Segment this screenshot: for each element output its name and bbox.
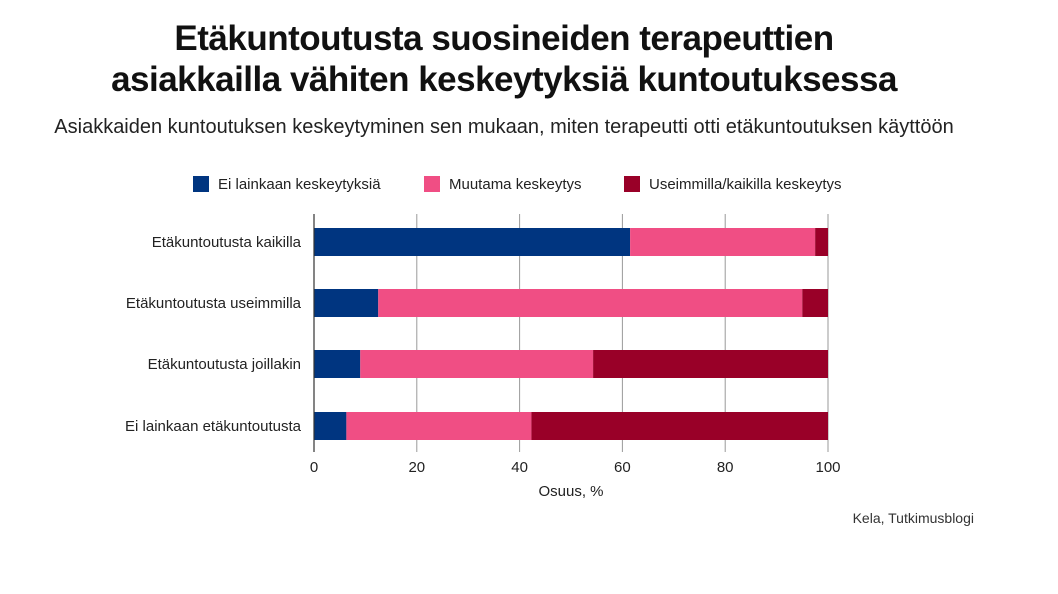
bar-segment xyxy=(314,228,631,256)
legend-swatch xyxy=(624,176,640,192)
x-tick-label: 60 xyxy=(614,459,631,476)
bar-segment xyxy=(314,412,347,440)
bar-segment xyxy=(314,350,361,378)
x-tick-label: 100 xyxy=(815,459,840,476)
bar-segment xyxy=(378,289,803,317)
bar-segment xyxy=(593,350,828,378)
x-tick-label: 40 xyxy=(511,459,528,476)
legend-item-muutama-keskeytys: Muutama keskeytys xyxy=(424,174,582,194)
legend-swatch xyxy=(424,176,440,192)
x-axis-label: Osuus, % xyxy=(538,483,603,500)
legend-label: Useimmilla/kaikilla keskeytys xyxy=(649,175,842,193)
legend-item-ei-keskeytyksia: Ei lainkaan keskeytyksiä xyxy=(193,174,381,194)
chart-subtitle: Asiakkaiden kuntoutuksen keskeytyminen s… xyxy=(54,116,954,138)
bar-segment xyxy=(360,350,594,378)
bar-segment xyxy=(314,289,379,317)
bar-segment xyxy=(531,412,828,440)
source-note: Kela, Tutkimusblogi xyxy=(852,510,974,526)
legend-swatch xyxy=(193,176,209,192)
legend-item-useimmilla-keskeytys: Useimmilla/kaikilla keskeytys xyxy=(624,174,842,194)
bar-segment xyxy=(815,228,828,256)
chart-title: Etäkuntoutusta suosineiden terapeuttien … xyxy=(0,18,1008,100)
category-label: Etäkuntoutusta kaikilla xyxy=(152,234,302,251)
bar-segment xyxy=(346,412,532,440)
category-label: Etäkuntoutusta joillakin xyxy=(148,356,301,373)
category-label: Etäkuntoutusta useimmilla xyxy=(126,295,302,312)
chart-title-line-1: Etäkuntoutusta suosineiden terapeuttien xyxy=(174,19,834,58)
x-tick-label: 0 xyxy=(310,459,318,476)
legend-label: Ei lainkaan keskeytyksiä xyxy=(218,175,381,193)
category-label: Ei lainkaan etäkuntoutusta xyxy=(125,418,302,435)
bar-segment xyxy=(802,289,828,317)
bar-segment xyxy=(630,228,816,256)
x-tick-label: 20 xyxy=(408,459,425,476)
x-tick-label: 80 xyxy=(717,459,734,476)
chart-title-line-2: asiakkailla vähiten keskeytyksiä kuntout… xyxy=(111,60,897,99)
legend-label: Muutama keskeytys xyxy=(449,175,582,193)
